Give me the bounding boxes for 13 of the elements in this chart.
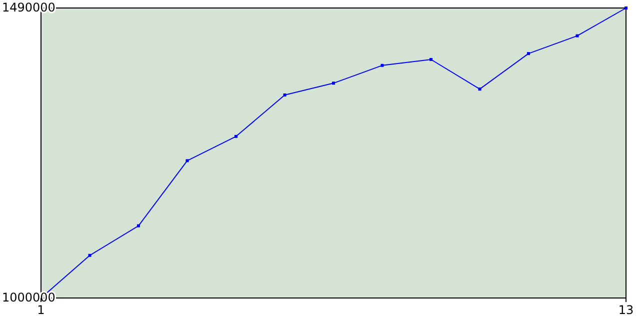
y-tick-label: 1490000 <box>2 0 56 14</box>
point <box>186 159 189 162</box>
point <box>137 224 140 228</box>
point <box>478 88 482 91</box>
point <box>234 134 238 138</box>
point <box>332 82 335 85</box>
point <box>527 52 530 56</box>
point <box>576 34 579 38</box>
point <box>283 94 286 96</box>
x-tick-label: 13 <box>618 303 634 317</box>
x-tick-label: 1 <box>37 303 45 317</box>
point <box>88 254 92 257</box>
point <box>380 64 384 67</box>
